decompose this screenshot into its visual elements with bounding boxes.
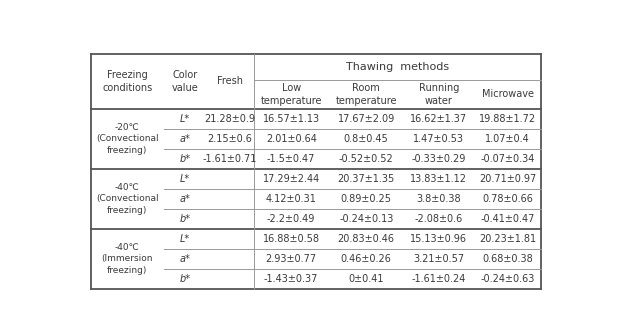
Text: Running
water: Running water <box>418 82 459 106</box>
Text: 0.78±0.66: 0.78±0.66 <box>482 194 533 204</box>
Text: Thawing  methods: Thawing methods <box>346 62 449 72</box>
Text: 0.68±0.38: 0.68±0.38 <box>482 254 533 264</box>
Text: 19.88±1.72: 19.88±1.72 <box>479 114 536 124</box>
Text: 0.46±0.26: 0.46±0.26 <box>341 254 392 264</box>
Text: -40℃
(Convectional
freezing): -40℃ (Convectional freezing) <box>96 183 159 215</box>
Text: a*: a* <box>180 254 190 264</box>
Text: 20.71±0.97: 20.71±0.97 <box>479 174 536 184</box>
Text: 0±0.41: 0±0.41 <box>349 274 384 284</box>
Text: -2.08±0.6: -2.08±0.6 <box>415 214 463 224</box>
Text: Freezing
conditions: Freezing conditions <box>102 70 152 93</box>
Text: 15.13±0.96: 15.13±0.96 <box>410 234 467 244</box>
Text: Fresh: Fresh <box>217 76 243 86</box>
Text: Color
value: Color value <box>172 70 198 93</box>
Text: -0.07±0.34: -0.07±0.34 <box>481 154 535 164</box>
Text: 0.8±0.45: 0.8±0.45 <box>344 134 389 144</box>
Text: 21.28±0.9: 21.28±0.9 <box>204 114 255 124</box>
Text: -1.61±0.71: -1.61±0.71 <box>203 154 257 164</box>
Text: Room
temperature: Room temperature <box>336 82 397 106</box>
Text: -0.24±0.63: -0.24±0.63 <box>481 274 535 284</box>
Text: 20.37±1.35: 20.37±1.35 <box>337 174 395 184</box>
Text: 2.01±0.64: 2.01±0.64 <box>266 134 317 144</box>
Text: -2.2±0.49: -2.2±0.49 <box>267 214 315 224</box>
Text: 20.83±0.46: 20.83±0.46 <box>337 234 395 244</box>
Text: -40℃
(Immersion
freezing): -40℃ (Immersion freezing) <box>102 243 153 275</box>
Text: 20.23±1.81: 20.23±1.81 <box>479 234 536 244</box>
Text: L*: L* <box>180 114 190 124</box>
Text: 2.15±0.6: 2.15±0.6 <box>207 134 252 144</box>
Text: 16.62±1.37: 16.62±1.37 <box>410 114 467 124</box>
Text: 1.07±0.4: 1.07±0.4 <box>485 134 530 144</box>
Text: 4.12±0.31: 4.12±0.31 <box>266 194 317 204</box>
Text: 2.93±0.77: 2.93±0.77 <box>266 254 317 264</box>
Text: 16.88±0.58: 16.88±0.58 <box>263 234 320 244</box>
Text: Microwave: Microwave <box>482 89 534 99</box>
Text: a*: a* <box>180 194 190 204</box>
Text: 1.47±0.53: 1.47±0.53 <box>413 134 464 144</box>
Text: -0.24±0.13: -0.24±0.13 <box>339 214 394 224</box>
Text: b*: b* <box>180 274 191 284</box>
Text: 17.29±2.44: 17.29±2.44 <box>263 174 320 184</box>
Text: b*: b* <box>180 154 191 164</box>
Text: 3.21±0.57: 3.21±0.57 <box>413 254 465 264</box>
Text: -1.61±0.24: -1.61±0.24 <box>412 274 466 284</box>
Text: 13.83±1.12: 13.83±1.12 <box>410 174 467 184</box>
Text: 17.67±2.09: 17.67±2.09 <box>337 114 395 124</box>
Text: a*: a* <box>180 134 190 144</box>
Text: L*: L* <box>180 174 190 184</box>
Text: b*: b* <box>180 214 191 224</box>
Text: -0.52±0.52: -0.52±0.52 <box>339 154 394 164</box>
Text: 16.57±1.13: 16.57±1.13 <box>263 114 320 124</box>
Text: -20℃
(Convectional
freezing): -20℃ (Convectional freezing) <box>96 123 159 155</box>
Text: Low
temperature: Low temperature <box>260 82 322 106</box>
Text: -1.5±0.47: -1.5±0.47 <box>267 154 315 164</box>
Text: -1.43±0.37: -1.43±0.37 <box>264 274 318 284</box>
Text: 0.89±0.25: 0.89±0.25 <box>341 194 392 204</box>
Text: 3.8±0.38: 3.8±0.38 <box>416 194 461 204</box>
Text: -0.33±0.29: -0.33±0.29 <box>412 154 466 164</box>
Text: L*: L* <box>180 234 190 244</box>
Text: -0.41±0.47: -0.41±0.47 <box>481 214 535 224</box>
